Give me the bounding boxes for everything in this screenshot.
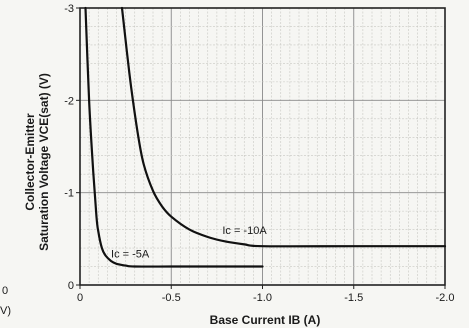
grid bbox=[80, 8, 445, 285]
annotations: Ic = -5A Ic = -10A bbox=[111, 225, 267, 260]
x-tick-label: -0.5 bbox=[162, 292, 181, 304]
x-tick-label: 0 bbox=[77, 292, 83, 304]
axis-ticks: 0 -0.5 -1.0 -1.5 -2.0 0 -1 -2 -3 bbox=[64, 3, 454, 304]
x-tick-label: -1.5 bbox=[344, 292, 363, 304]
y-tick-label: -2 bbox=[64, 95, 74, 107]
series-line-1 bbox=[84, 6, 264, 268]
x-tick-label: -1.0 bbox=[253, 292, 272, 304]
y-axis-label-line1: Collector-Emitter bbox=[23, 113, 37, 211]
x-axis-label: Base Current IB (A) bbox=[210, 313, 321, 327]
edge-text-1: V) bbox=[0, 305, 11, 317]
y-tick-label: -1 bbox=[64, 188, 74, 200]
series-label-2: Ic = -10A bbox=[222, 225, 267, 237]
y-axis-label-line2: Saturation Voltage VCE(sat) (V) bbox=[37, 73, 51, 251]
series-curves bbox=[84, 6, 447, 268]
series-line-2 bbox=[120, 6, 447, 248]
edge-text-0: 0 bbox=[2, 285, 8, 297]
y-tick-label: -3 bbox=[64, 3, 74, 15]
y-tick-label: 0 bbox=[68, 280, 74, 292]
series-label-1: Ic = -5A bbox=[111, 248, 150, 260]
x-tick-label: -2.0 bbox=[436, 292, 455, 304]
